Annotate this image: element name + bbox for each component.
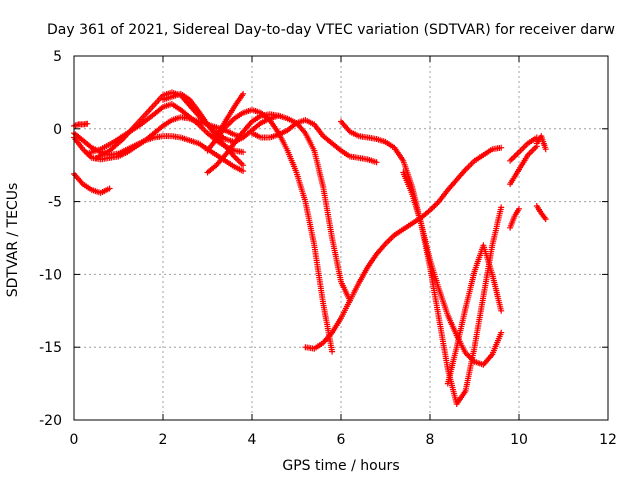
data-point-markers [507,205,522,231]
x-tick-label: 8 [426,432,435,448]
series-arc18 [507,134,540,164]
data-point-markers [400,169,505,407]
series-arc9 [213,90,247,140]
x-tick-label: 2 [159,432,168,448]
x-tick-label: 10 [510,432,528,448]
x-tick-label: 0 [70,432,79,448]
series-arc15 [444,242,505,387]
data-point-markers [533,133,549,153]
series-arc17 [507,143,540,188]
series-arc20 [533,203,549,223]
data-point-markers [249,117,380,166]
data-point-markers [507,143,540,188]
x-tick-labels: 0 2 4 6 8 10 12 [70,432,617,448]
data-point-markers [204,111,353,304]
data-point-markers [507,134,540,164]
series-arc16 [507,205,522,231]
series-arc11 [249,117,380,166]
series-arc12 [302,144,505,352]
grid [74,56,608,420]
data-point-markers [533,203,549,223]
axis-ticks [73,55,609,421]
y-tick-label: 0 [53,122,62,138]
data-point-markers [213,90,247,140]
y-tick-labels: -20 -15 -10 -5 0 5 [39,49,62,429]
series-arc19 [533,133,549,153]
y-tick-label: -15 [39,340,62,356]
series-arc8 [204,106,336,355]
chart-title: Day 361 of 2021, Sidereal Day-to-day VTE… [47,22,615,38]
data-point-markers [444,242,505,387]
x-axis-label: GPS time / hours [282,458,399,474]
x-tick-label: 6 [337,432,346,448]
series-arc14 [400,169,505,407]
x-tick-label: 12 [599,432,617,448]
y-tick-label: -5 [48,195,62,211]
data-point-markers [302,144,505,352]
y-axis-label: SDTVAR / TECUs [5,183,21,298]
y-tick-label: -20 [39,413,62,429]
series-arc10 [204,111,353,304]
y-tick-label: 5 [53,49,62,65]
data-point-markers [204,106,336,355]
x-tick-label: 4 [248,432,257,448]
y-tick-label: -10 [39,267,62,283]
data-marks [71,89,549,407]
